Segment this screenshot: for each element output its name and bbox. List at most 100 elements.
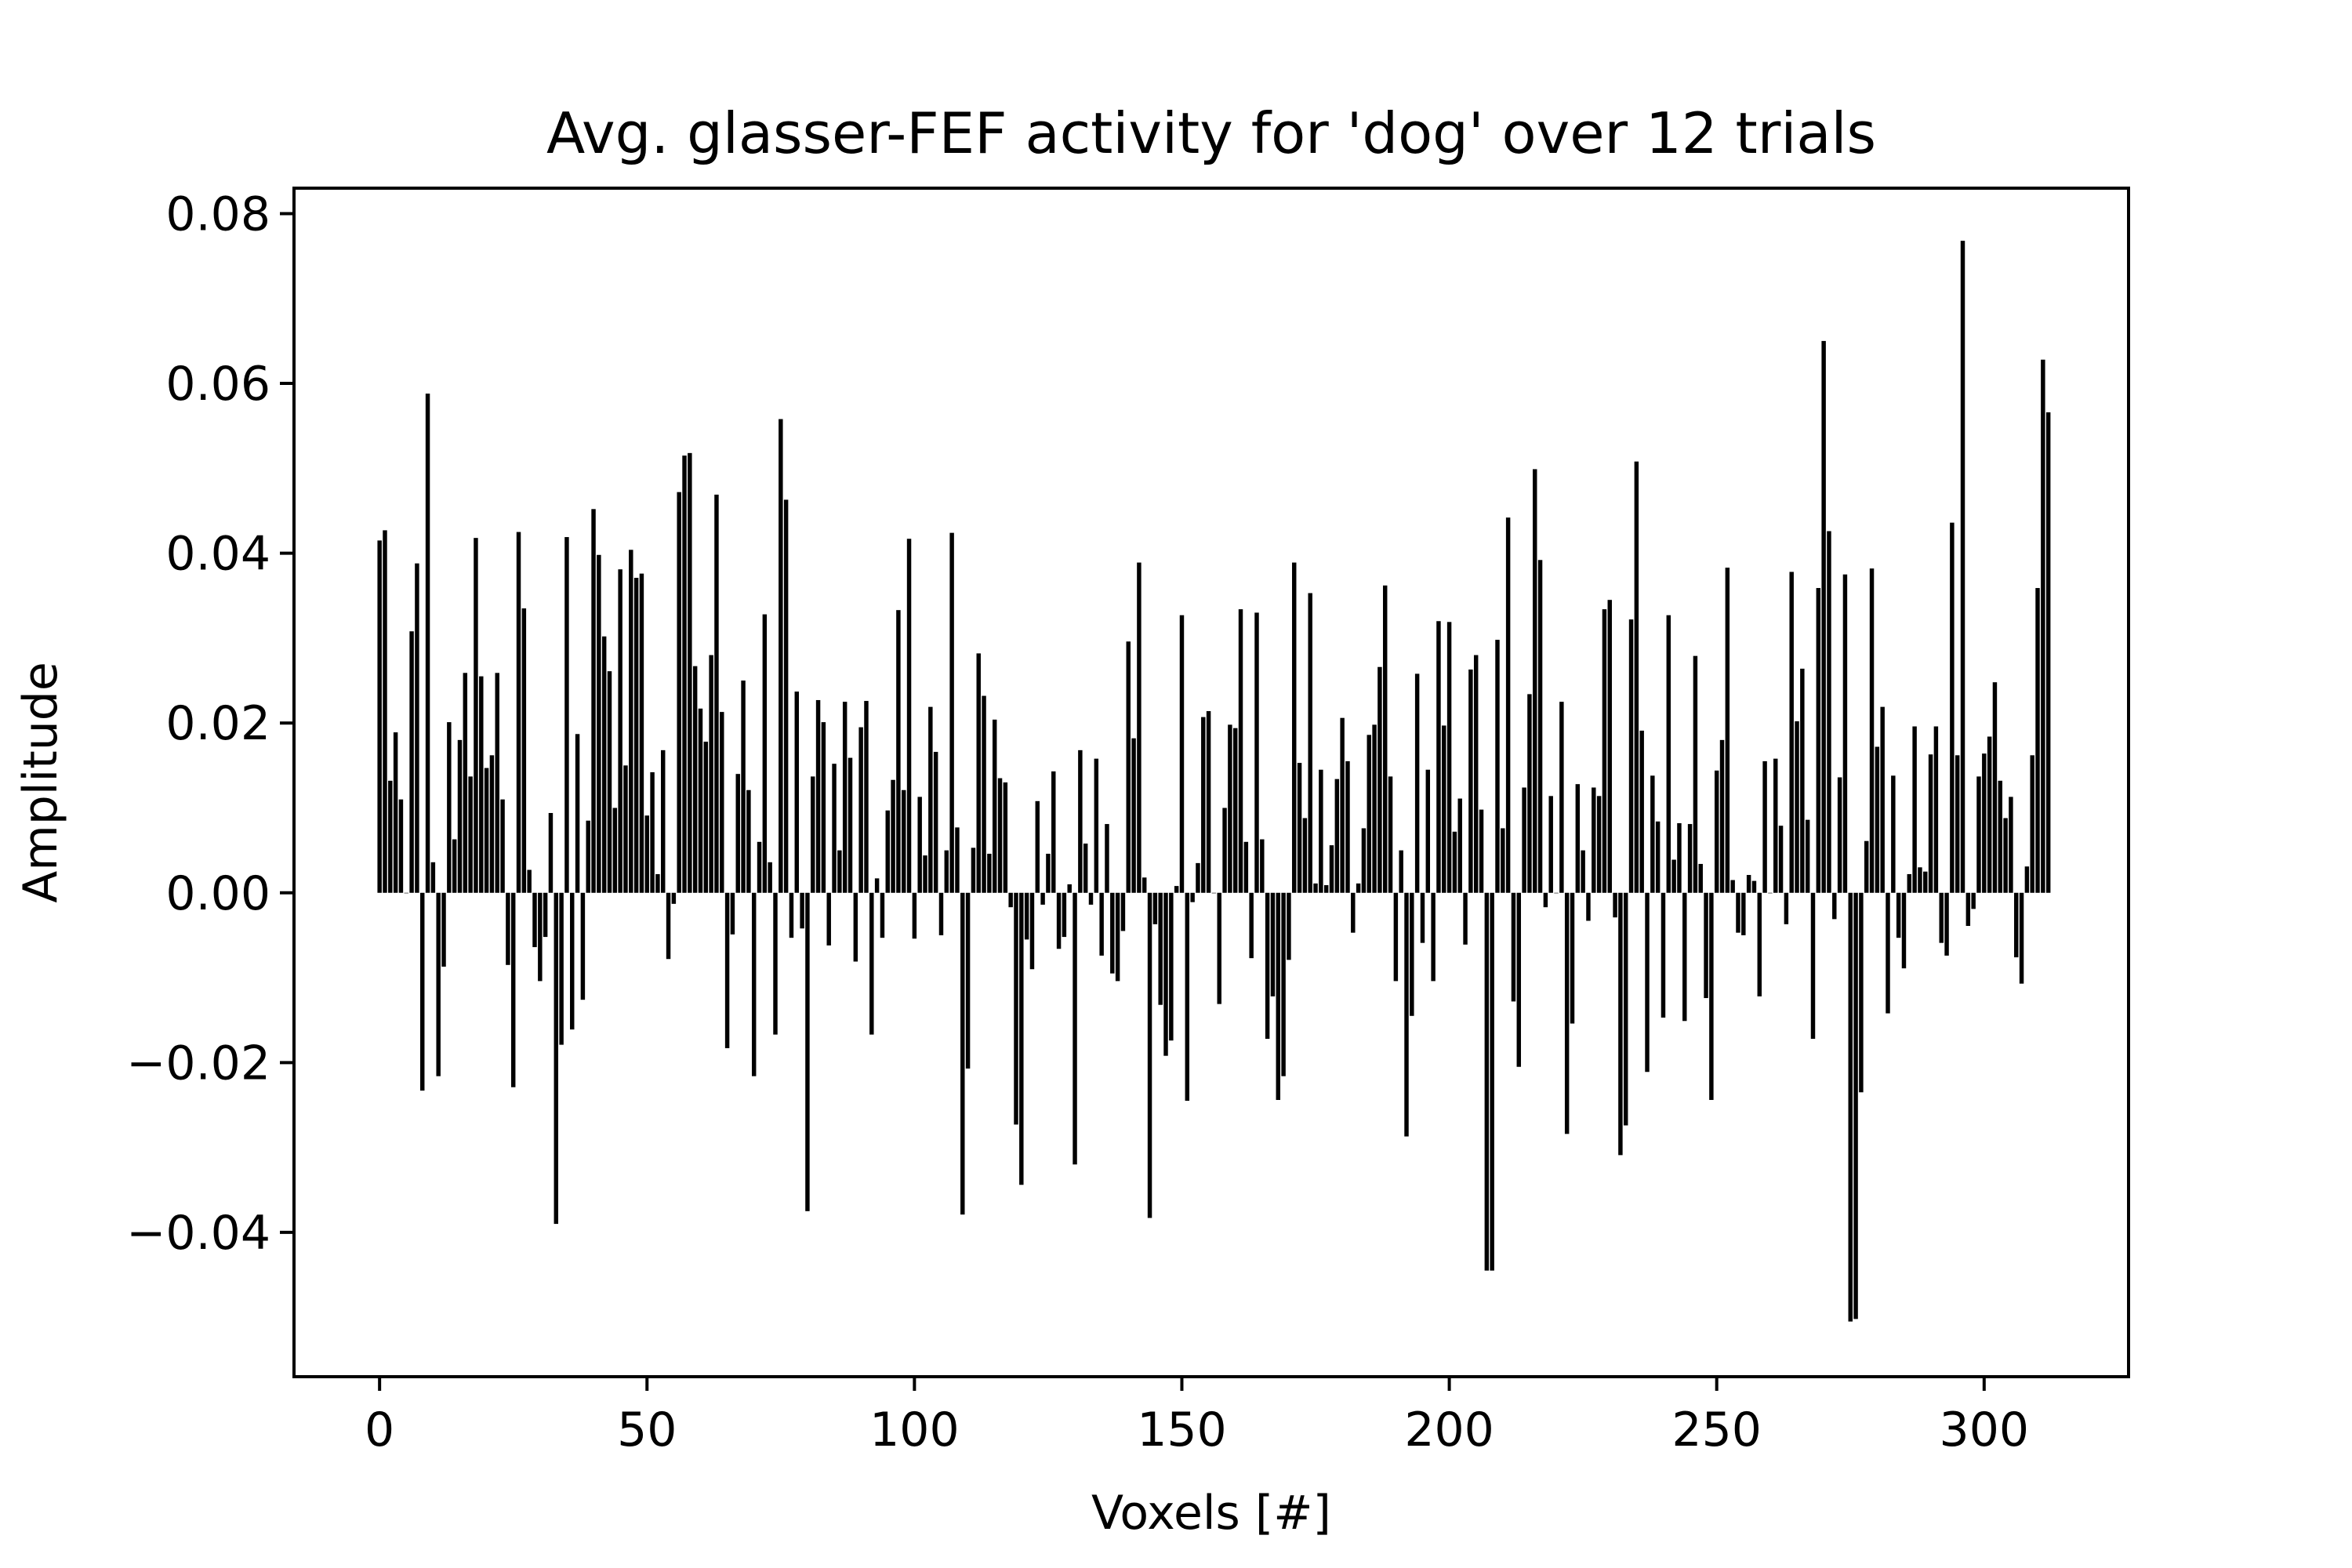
bar: [1848, 892, 1853, 1322]
bar: [1046, 853, 1051, 893]
bar: [1473, 655, 1479, 893]
bar: [714, 494, 719, 893]
bar: [1131, 738, 1136, 893]
bar: [1062, 892, 1067, 938]
bar: [516, 532, 521, 893]
bar: [1918, 867, 1922, 893]
bar: [982, 695, 986, 893]
bar: [1559, 702, 1564, 893]
bar: [510, 892, 516, 1087]
bar: [1003, 782, 1008, 893]
bar: [1067, 884, 1072, 893]
bar: [1329, 845, 1334, 893]
bar: [720, 712, 724, 893]
bar: [1933, 726, 1939, 893]
bar: [1008, 892, 1013, 908]
bar: [1586, 892, 1591, 921]
bar: [1607, 600, 1612, 893]
bar: [1987, 736, 1992, 893]
bar: [1677, 822, 1682, 893]
bar: [821, 722, 826, 893]
bar: [923, 855, 927, 893]
bar: [2041, 359, 2045, 893]
y-tick-label: 0.00: [165, 866, 270, 921]
bar: [2045, 412, 2051, 893]
x-axis-label: Voxels [#]: [1091, 1486, 1331, 1541]
bar: [1152, 892, 1158, 924]
bar: [1014, 892, 1018, 1125]
bar: [800, 892, 804, 929]
bar: [896, 610, 901, 893]
bar: [779, 419, 783, 893]
bar: [1950, 522, 1955, 893]
bar: [1634, 461, 1639, 893]
bar: [633, 578, 639, 893]
bar: [1907, 873, 1912, 893]
bar: [1511, 892, 1516, 1002]
bar: [1099, 892, 1104, 956]
bar: [735, 774, 740, 893]
bar: [1650, 775, 1655, 893]
bar: [762, 614, 768, 893]
bar: [971, 848, 976, 893]
bar: [1736, 892, 1740, 933]
bar: [688, 452, 692, 893]
bar: [869, 892, 874, 1035]
bar: [746, 789, 751, 893]
bar: [1725, 568, 1730, 893]
bar: [623, 765, 628, 893]
bar: [1420, 892, 1425, 943]
bar: [1837, 777, 1842, 893]
bar: [944, 850, 949, 893]
bar: [751, 892, 757, 1076]
bar: [1741, 892, 1746, 935]
bar: [1939, 892, 1944, 943]
bar: [1238, 609, 1243, 893]
bar: [1334, 779, 1340, 893]
bar: [1265, 892, 1270, 1040]
bar: [474, 538, 478, 893]
bar: [1693, 655, 1698, 893]
bar: [457, 739, 463, 893]
bar: [383, 530, 387, 893]
bar: [1581, 850, 1585, 893]
bar: [1639, 730, 1644, 893]
bar: [1564, 892, 1570, 1134]
bar: [1051, 771, 1056, 893]
bar: [949, 532, 954, 893]
bar: [1094, 758, 1099, 893]
bar: [1088, 892, 1094, 905]
bar: [1575, 784, 1581, 893]
bar: [1869, 568, 1875, 893]
bar: [415, 563, 419, 893]
bar: [527, 869, 532, 893]
bar: [902, 789, 906, 893]
bar: [1821, 340, 1826, 893]
x-tick-label: 0: [365, 1403, 394, 1457]
bar: [1789, 572, 1794, 893]
bar: [1281, 892, 1286, 1076]
bar: [420, 892, 425, 1091]
bar: [1024, 892, 1029, 940]
bar: [891, 779, 895, 893]
bar: [2030, 755, 2034, 893]
bar: [586, 820, 590, 893]
bar: [479, 676, 484, 893]
bar: [650, 772, 655, 893]
bar: [1998, 780, 2002, 893]
bar: [1361, 828, 1367, 893]
bars-group: [377, 241, 2051, 1322]
bar: [1859, 892, 1864, 1093]
bar: [1880, 706, 1885, 893]
bar: [794, 691, 800, 893]
bar: [1382, 585, 1388, 893]
bar: [992, 719, 997, 893]
bar: [1875, 746, 1880, 893]
bar: [601, 636, 607, 893]
bar: [377, 540, 382, 893]
bar: [1864, 840, 1869, 893]
bar: [1768, 892, 1773, 894]
bar: [805, 892, 810, 1211]
bar: [1805, 819, 1810, 893]
bar: [1628, 619, 1634, 893]
